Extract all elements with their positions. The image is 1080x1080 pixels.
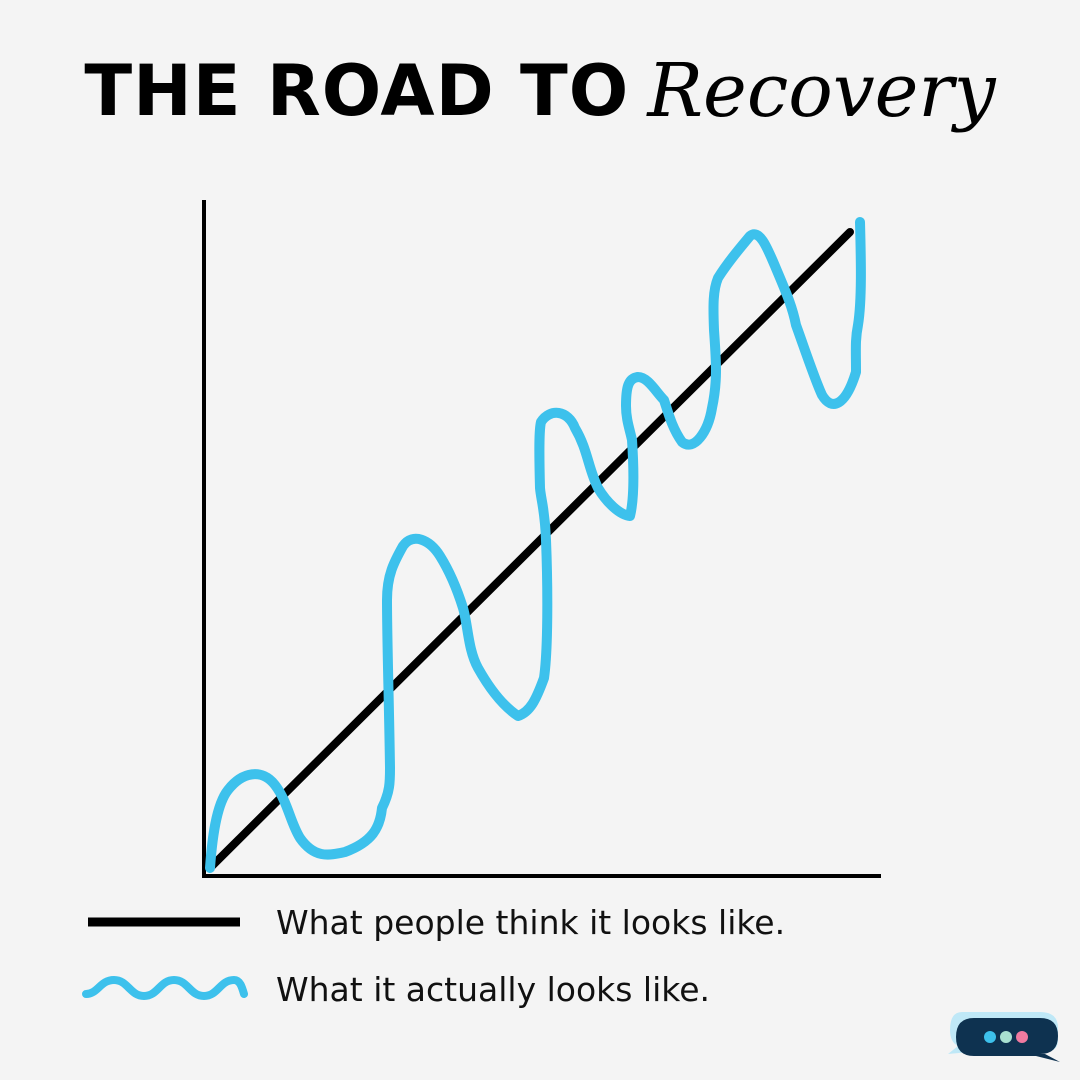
title-main-text: THE ROAD TO [84,50,630,132]
legend-item-reality: What it actually looks like. [80,967,980,1011]
page-title: THE ROAD TO Recovery [0,48,1080,134]
legend-item-expectation: What people think it looks like. [80,900,980,944]
title-script-text: Recovery [647,48,996,134]
legend-label-reality: What it actually looks like. [276,969,710,1009]
wavy-line-swatch [82,975,248,1001]
expectation-line [206,228,854,872]
straight-line-swatch [88,917,240,927]
reality-line [205,217,866,873]
legend-label-expectation: What people think it looks like. [276,902,786,942]
chat-bubble-icon [948,1012,1060,1062]
